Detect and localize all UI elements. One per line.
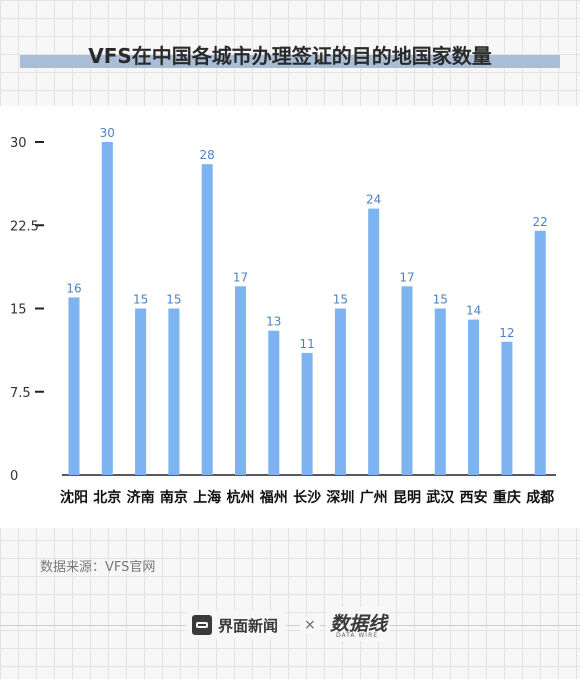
- data-label: 15: [166, 293, 181, 307]
- data-label: 17: [399, 270, 414, 284]
- category-label: 上海: [193, 489, 221, 506]
- category-label: 成都: [526, 489, 554, 506]
- category-label: 北京: [93, 489, 121, 506]
- data-label: 15: [333, 293, 348, 307]
- category-label: 长沙: [293, 489, 321, 506]
- partner-name: 数据线: [330, 613, 388, 635]
- data-label: 24: [366, 193, 381, 207]
- bar: [101, 142, 113, 475]
- bar: [401, 286, 413, 475]
- bar: [268, 330, 280, 475]
- title-area: VFS在中国各城市办理签证的目的地国家数量: [0, 40, 580, 74]
- category-label: 武汉: [426, 489, 455, 506]
- footer: 界面新闻 × 数据线 DATA WIRE: [0, 607, 580, 643]
- data-label: 15: [433, 293, 448, 307]
- bar: [68, 297, 80, 475]
- category-label: 沈阳: [60, 489, 88, 506]
- partner-logo: 数据线 DATA WIRE: [326, 607, 390, 641]
- bar: [434, 308, 446, 475]
- bar: [468, 319, 480, 475]
- bar: [501, 341, 513, 475]
- bar: [168, 308, 180, 475]
- category-label: 福州: [259, 489, 288, 506]
- category-label: 杭州: [227, 489, 255, 506]
- data-label: 16: [66, 281, 81, 295]
- data-label: 30: [100, 126, 115, 140]
- bar: [368, 208, 380, 475]
- bar: [135, 308, 147, 475]
- y-tick-label: 22.5: [10, 219, 39, 234]
- data-label: 28: [200, 148, 215, 162]
- data-source: 数据来源：VFS官网: [40, 560, 156, 575]
- y-tick-label: 15: [10, 303, 27, 318]
- data-label: 11: [299, 337, 314, 351]
- data-label: 15: [133, 293, 148, 307]
- chart-panel: 0 7.5 15 22.5 30 16 沈阳 30 北京 15 济南 15 南京 28 上海 17 杭州 13 福州…: [0, 106, 580, 528]
- category-label: 广州: [360, 489, 388, 506]
- data-label: 12: [499, 326, 514, 340]
- category-label: 重庆: [493, 489, 521, 506]
- bar: [235, 286, 246, 475]
- category-label: 济南: [127, 489, 155, 506]
- category-label: 南京: [160, 489, 188, 506]
- y-tick-label: 0: [10, 469, 18, 484]
- bar: [201, 164, 213, 475]
- footer-divider: [0, 625, 580, 626]
- bar: [534, 230, 546, 475]
- brand-name: 界面新闻: [218, 616, 279, 635]
- data-label: 22: [533, 215, 548, 229]
- category-label: 昆明: [393, 490, 421, 506]
- cross-symbol: ×: [300, 617, 320, 633]
- title-highlight-bar: [20, 55, 560, 68]
- data-label: 17: [233, 270, 248, 284]
- chart-title: VFS在中国各城市办理签证的目的地国家数量: [88, 44, 492, 68]
- category-label: 西安: [460, 489, 488, 506]
- category-label: 深圳: [326, 489, 354, 506]
- partner-subtitle: DATA WIRE: [336, 632, 379, 639]
- bar: [334, 308, 346, 475]
- y-tick-label: 30: [10, 136, 27, 151]
- bar: [301, 352, 313, 475]
- bar-chart: 0 7.5 15 22.5 30 16 沈阳 30 北京 15 济南 15 南京 28 上海 17 杭州 13 福州…: [10, 126, 556, 506]
- data-label: 14: [466, 304, 481, 318]
- y-tick-label: 7.5: [10, 386, 31, 401]
- data-label: 13: [266, 315, 281, 329]
- brand-logo-icon: [192, 615, 212, 635]
- brand-logo-block: 界面新闻: [186, 611, 287, 639]
